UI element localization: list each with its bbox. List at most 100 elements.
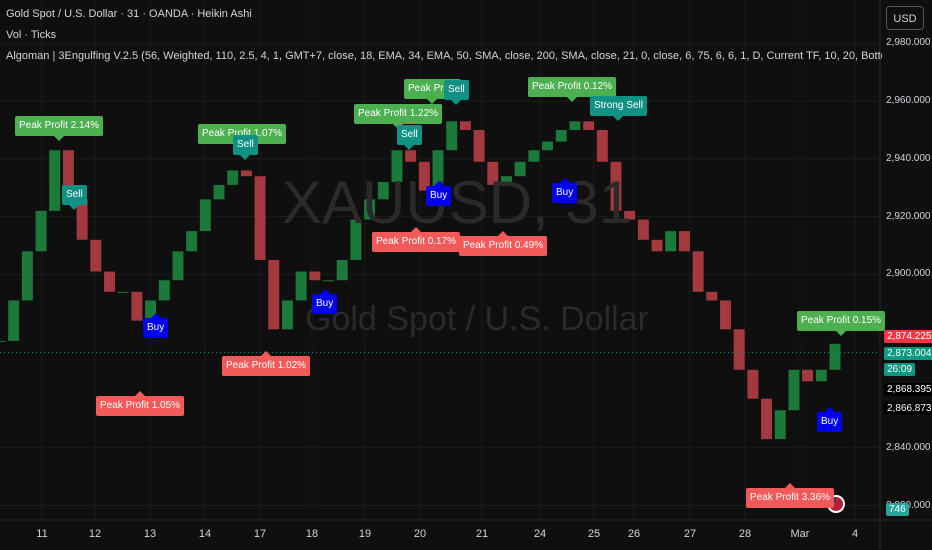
candle	[240, 170, 252, 177]
candle	[774, 410, 786, 440]
x-tick-label: 27	[683, 528, 697, 540]
candle	[186, 231, 198, 252]
signal-label: Peak Profit 0.12%	[528, 77, 617, 102]
candle	[336, 260, 348, 281]
candle	[514, 161, 526, 177]
candle	[637, 219, 649, 240]
candle	[692, 251, 704, 292]
symbol-line: Gold Spot / U.S. Dollar · 31 · OANDA · H…	[6, 8, 252, 20]
x-tick-label: 20	[413, 528, 427, 540]
watermark-symbol: XAUUSD, 31	[282, 169, 633, 236]
candle	[172, 251, 184, 281]
x-tick-label: 4	[851, 528, 859, 540]
y-tick-label: 2,840.000	[886, 441, 931, 453]
candle	[104, 271, 115, 292]
signal-label: Buy	[817, 407, 843, 432]
candle	[391, 150, 403, 182]
candle	[610, 161, 622, 211]
y-tick-label: 2,920.000	[886, 210, 931, 222]
candle	[528, 150, 540, 162]
candle	[131, 291, 143, 321]
candle	[596, 130, 608, 162]
x-tick-label: 19	[358, 528, 372, 540]
x-tick-label: 25	[587, 528, 601, 540]
signal-label: Buy	[426, 181, 452, 206]
candle	[158, 280, 170, 301]
candle	[802, 369, 814, 382]
y-tick-label: 2,980.000	[886, 37, 931, 49]
x-tick-label: 21	[475, 528, 489, 540]
candle	[254, 176, 266, 260]
x-tick-label: 12	[88, 528, 102, 540]
candle	[487, 161, 499, 185]
currency-button[interactable]: USD	[886, 6, 924, 30]
candle	[446, 121, 458, 151]
y-tick-label: 2,960.000	[886, 95, 931, 107]
candle	[651, 239, 663, 252]
candle	[733, 329, 745, 370]
price-tag: 2,866.873	[884, 402, 932, 415]
candle	[473, 130, 485, 162]
signal-label: Peak Profit 3.36%	[746, 483, 835, 508]
candle	[49, 150, 61, 211]
signal-label: Buy	[312, 289, 338, 314]
x-tick-label: 28	[738, 528, 752, 540]
candle	[281, 300, 293, 330]
signal-label: Peak Profit 1.02%	[222, 351, 311, 376]
volume-tag: 746	[886, 503, 909, 516]
candle	[788, 369, 800, 411]
candle	[678, 231, 690, 252]
candle	[555, 130, 567, 142]
signal-label: Peak Profit 2.14%	[15, 116, 104, 141]
countdown-tag: 26:09	[884, 363, 916, 376]
candle	[583, 121, 595, 130]
candle	[432, 150, 444, 191]
candle	[268, 260, 280, 330]
signal-label: Peak Profit 0.49%	[459, 231, 548, 256]
candle	[199, 199, 211, 232]
candles	[0, 121, 841, 440]
x-tick-label: 24	[533, 528, 547, 540]
candle	[418, 161, 430, 191]
x-tick-label: Mar	[790, 528, 810, 540]
signal-label: Buy	[143, 313, 169, 338]
candle	[0, 340, 6, 342]
y-tick-label: 2,900.000	[886, 268, 931, 280]
price-tag: 2,873.004	[884, 347, 932, 360]
signal-label: Buy	[552, 178, 578, 203]
signal-label: Sell	[397, 125, 422, 150]
candle	[8, 300, 20, 341]
candle	[542, 141, 554, 151]
candle	[501, 176, 512, 185]
x-tick-label: 11	[36, 528, 48, 540]
signal-label: Peak Profit 0.15%	[797, 311, 886, 336]
candle	[21, 251, 33, 301]
signal-label: Peak Profit 0.17%	[372, 227, 461, 252]
candle	[405, 150, 417, 162]
price-tag: 2,868.395	[884, 383, 932, 396]
candle	[569, 121, 581, 130]
candle	[747, 369, 759, 399]
signal-label: Sell	[233, 135, 258, 160]
signal-label: Strong Sell	[590, 96, 647, 121]
candle	[665, 231, 677, 252]
x-tick-label: 14	[198, 528, 212, 540]
candle	[706, 291, 718, 301]
price-tag: 2,874.225	[884, 330, 932, 343]
candle	[62, 150, 74, 200]
x-tick-label: 17	[253, 528, 267, 540]
y-tick-label: 2,940.000	[886, 152, 931, 164]
candle	[364, 199, 376, 220]
candle	[309, 271, 321, 281]
x-tick-label: 13	[143, 528, 157, 540]
x-tick-label: 26	[627, 528, 641, 540]
candle	[350, 219, 362, 260]
watermark-description: Gold Spot / U.S. Dollar	[305, 300, 649, 338]
candle	[459, 121, 471, 130]
x-tick-label: 18	[305, 528, 319, 540]
candle	[213, 184, 225, 200]
candle	[815, 369, 827, 382]
candle	[761, 398, 773, 440]
volume-line: Vol · Ticks	[6, 29, 57, 41]
